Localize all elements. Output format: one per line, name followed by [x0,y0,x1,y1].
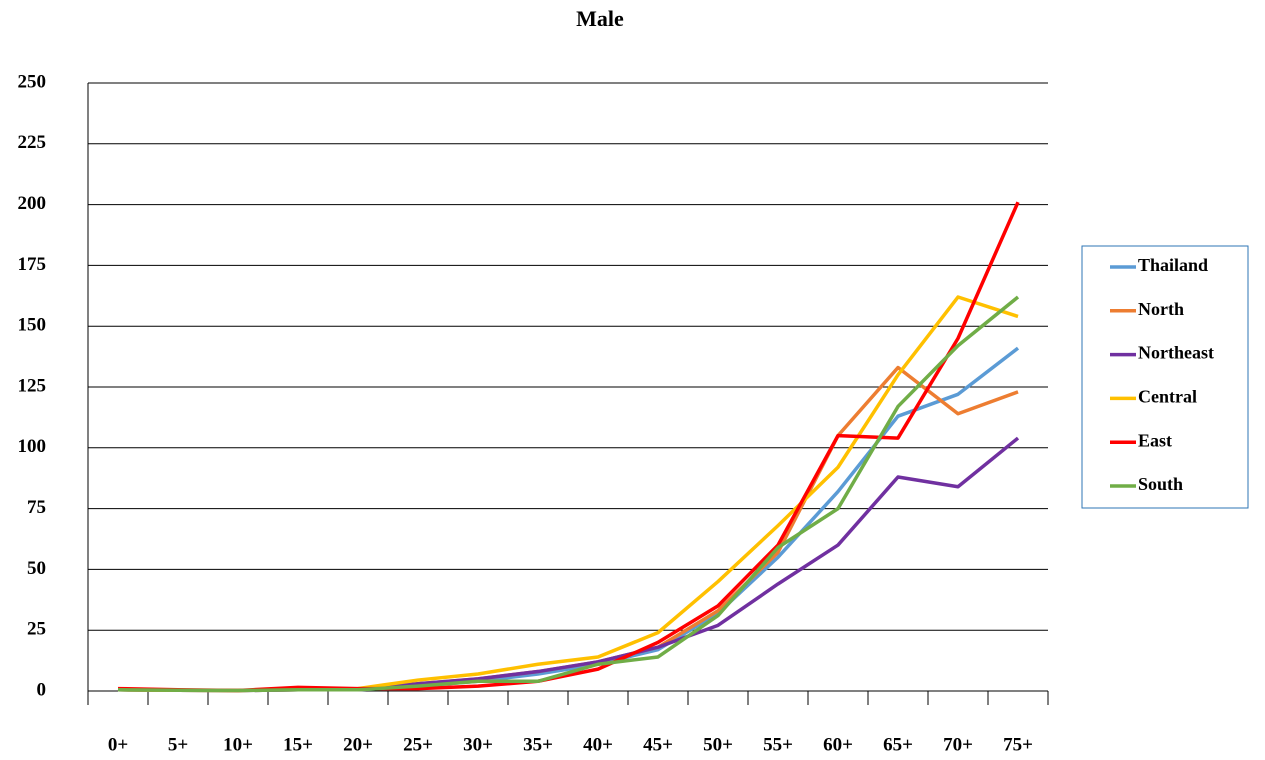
series-line [117,436,1020,693]
x-tick-label: 35+ [523,734,553,755]
series-line [117,365,1019,693]
legend-label: Thailand [1138,255,1208,275]
y-tick-label: 225 [18,132,47,153]
x-tick-label: 65+ [883,734,913,755]
y-tick-label: 175 [18,254,47,275]
x-tick-label: 5+ [168,734,188,755]
y-tick-label: 75 [27,497,46,518]
legend-label: North [1138,299,1184,319]
x-tick-label: 15+ [283,734,313,755]
y-tick-label: 50 [27,558,46,579]
y-tick-label: 250 [18,71,47,92]
x-tick-label: 20+ [343,734,373,755]
y-tick-label: 25 [27,619,46,640]
x-tick-label: 60+ [823,734,853,755]
x-tick-label: 0+ [108,734,128,755]
legend-box [1081,245,1249,509]
x-tick-label: 45+ [643,734,673,755]
x-tick-label: 30+ [463,734,493,755]
legend-label: East [1138,430,1172,450]
y-tick-label: 0 [37,679,47,700]
x-tick-label: 75+ [1003,734,1033,755]
y-tick-label: 100 [18,436,47,457]
x-tick-label: 70+ [943,734,973,755]
series-line [117,295,1020,693]
x-tick-label: 50+ [703,734,733,755]
y-tick-label: 150 [18,315,47,336]
x-tick-label: 25+ [403,734,433,755]
legend-label: Central [1138,387,1197,407]
y-tick-label: 200 [18,193,47,214]
chart-title: Male [576,6,624,31]
legend-label: Northeast [1138,343,1214,363]
series-line [117,201,1020,693]
x-tick-label: 10+ [223,734,253,755]
x-tick-label: 55+ [763,734,793,755]
legend-label: South [1138,474,1183,494]
x-tick-label: 40+ [583,734,613,755]
y-tick-label: 125 [18,375,47,396]
